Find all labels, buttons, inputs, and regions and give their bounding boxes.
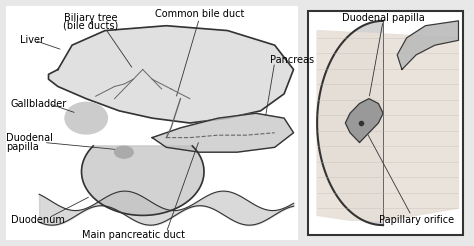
Text: Common bile duct: Common bile duct [155, 9, 244, 18]
Text: Liver: Liver [20, 35, 44, 45]
Text: Gallbladder: Gallbladder [11, 99, 67, 108]
FancyBboxPatch shape [6, 6, 298, 240]
Text: Duodenal: Duodenal [6, 133, 53, 143]
Text: Duodenum: Duodenum [11, 215, 64, 225]
Text: (bile ducts): (bile ducts) [64, 21, 118, 31]
Text: Main pancreatic duct: Main pancreatic duct [82, 230, 185, 240]
Text: Papillary orifice: Papillary orifice [379, 215, 454, 225]
Polygon shape [346, 99, 383, 142]
Polygon shape [397, 21, 458, 69]
FancyBboxPatch shape [308, 11, 463, 235]
Polygon shape [317, 31, 458, 220]
Ellipse shape [115, 146, 133, 158]
Text: papilla: papilla [6, 142, 39, 152]
Ellipse shape [65, 102, 108, 134]
Polygon shape [152, 113, 293, 152]
Text: Biliary tree: Biliary tree [64, 14, 118, 23]
Polygon shape [48, 26, 293, 123]
Polygon shape [317, 21, 383, 225]
Text: Pancreas: Pancreas [270, 55, 314, 65]
Polygon shape [82, 146, 204, 215]
Text: Duodenal papilla: Duodenal papilla [342, 14, 424, 23]
